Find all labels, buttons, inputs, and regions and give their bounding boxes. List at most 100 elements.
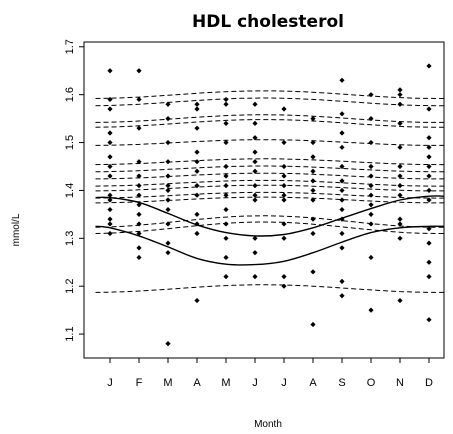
data-point: [223, 235, 229, 241]
data-point: [339, 245, 345, 251]
chart-title: HDL cholesterol: [192, 12, 344, 32]
data-point: [194, 211, 200, 217]
data-point: [397, 183, 403, 189]
dashed-curve-series-line: [95, 221, 444, 234]
y-tick-label: 1.3: [64, 231, 76, 246]
data-point: [426, 154, 432, 160]
data-point: [136, 68, 142, 74]
data-point: [310, 139, 316, 146]
data-point: [426, 187, 432, 194]
data-point: [252, 197, 258, 203]
x-tick-label: D: [425, 377, 433, 389]
data-point: [339, 216, 345, 222]
solid-curve-series-line: [95, 225, 444, 266]
data-point: [252, 168, 258, 174]
data-point: [339, 206, 345, 213]
data-point: [136, 173, 142, 179]
data-point: [281, 274, 287, 280]
data-point: [310, 216, 316, 222]
data-point: [397, 192, 403, 198]
dashed-curve-series-line: [95, 90, 444, 99]
x-tick-label: J: [107, 377, 113, 389]
data-point: [165, 250, 171, 256]
data-point: [368, 202, 374, 208]
x-tick-label: A: [193, 377, 201, 389]
data-point: [136, 230, 142, 237]
data-point: [281, 235, 287, 241]
x-tick-label: J: [281, 377, 287, 389]
data-point: [281, 283, 287, 289]
data-point: [426, 63, 432, 69]
data-point: [194, 125, 200, 131]
y-tick-label: 1.1: [64, 326, 76, 341]
data-point: [252, 235, 258, 241]
data-point: [397, 163, 403, 170]
data-point: [426, 163, 432, 170]
dashed-curve-series-line: [95, 196, 444, 204]
data-point: [368, 139, 374, 146]
dashed-curve-series-line: [95, 184, 444, 192]
data-point: [165, 187, 171, 194]
data-point: [310, 230, 316, 237]
data-point: [194, 106, 200, 112]
data-point: [107, 130, 113, 136]
data-point: [368, 173, 374, 179]
x-tick-label: A: [309, 377, 317, 389]
data-point: [397, 221, 403, 227]
data-point: [107, 206, 113, 213]
data-point: [165, 341, 171, 347]
data-point: [397, 235, 403, 241]
data-point: [223, 163, 229, 170]
data-point: [136, 245, 142, 251]
data-point: [223, 254, 229, 261]
data-point: [397, 92, 403, 98]
dashed-curve-series-line: [95, 284, 444, 293]
data-point: [310, 197, 316, 203]
data-point: [252, 274, 258, 280]
data-point: [368, 116, 374, 122]
y-axis-label: mmol/L: [11, 213, 22, 246]
data-point: [281, 163, 287, 170]
data-point: [252, 192, 258, 198]
data-point: [368, 221, 374, 227]
data-point: [165, 240, 171, 246]
y-tick-label: 1.2: [64, 279, 76, 294]
data-point: [107, 230, 113, 237]
data-point: [223, 206, 229, 213]
data-point: [223, 221, 229, 227]
data-point: [426, 274, 432, 280]
data-point: [165, 183, 171, 189]
data-point: [252, 120, 258, 126]
data-point: [194, 192, 200, 198]
y-tick-label: 1.5: [64, 135, 76, 150]
data-point: [397, 101, 403, 107]
x-tick-label: M: [221, 377, 230, 389]
data-point: [281, 183, 287, 189]
data-point: [426, 317, 432, 323]
data-point: [107, 154, 113, 160]
x-tick-label: J: [252, 377, 258, 389]
data-point: [281, 221, 287, 227]
data-point: [426, 259, 432, 265]
data-point: [165, 159, 171, 165]
data-point: [107, 173, 113, 179]
dashed-curve-series-line: [95, 172, 444, 180]
data-point: [310, 116, 316, 122]
dashed-curve-series-line: [95, 191, 444, 199]
data-point: [252, 159, 258, 165]
data-point: [107, 96, 113, 103]
solid-curve-series-line: [95, 195, 444, 237]
data-point: [339, 144, 345, 150]
x-tick-label: N: [396, 377, 404, 389]
data-point: [223, 139, 229, 146]
data-point: [223, 192, 229, 198]
data-point: [368, 183, 374, 189]
data-point: [165, 139, 171, 146]
data-point: [281, 139, 287, 146]
data-point: [339, 111, 345, 117]
data-point: [426, 197, 432, 203]
data-point: [397, 120, 403, 126]
data-point: [310, 168, 316, 174]
data-point: [368, 254, 374, 261]
